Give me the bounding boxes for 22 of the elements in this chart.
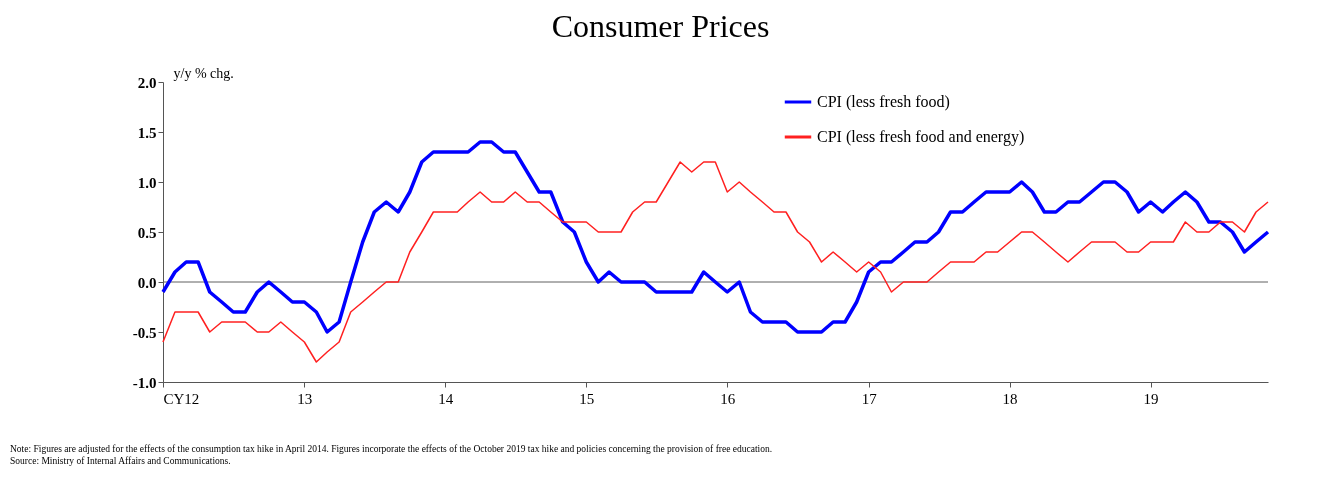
y-axis-title: y/y % chg.	[173, 65, 234, 81]
x-tick-label: 13	[297, 390, 313, 407]
legend-label: CPI (less fresh food and energy)	[817, 128, 1025, 146]
x-tick-label: CY12	[163, 390, 200, 407]
x-tick-label: 15	[579, 390, 595, 407]
y-tick-label: 0.0	[137, 274, 157, 291]
line-series	[162, 161, 1269, 363]
x-tick-label: 18	[1002, 390, 1018, 407]
x-tick-label: 19	[1143, 390, 1159, 407]
x-tick-label: 14	[438, 390, 454, 407]
source-note: Source: Ministry of Internal Affairs and Communications.	[10, 456, 231, 466]
y-tick-label: 1.5	[137, 124, 157, 141]
y-tick-label: -0.5	[132, 324, 157, 341]
y-tick-label: 0.5	[137, 224, 157, 241]
chart-title: Consumer Prices	[551, 8, 770, 44]
legend-label: CPI (less fresh food)	[817, 93, 950, 111]
y-tick-label: 2.0	[137, 74, 157, 91]
x-tick-label: 16	[720, 390, 736, 407]
text: Note: Figures are adjusted for the effects of the consumption tax hike in April 2014. Figures incorporate the effects of the October 2019 tax hike and policies concerning the provision of free education.	[10, 444, 773, 454]
y-tick-label: -1.0	[132, 374, 157, 391]
y-tick-label: 1.0	[137, 174, 157, 191]
x-tick-label: 17	[861, 390, 878, 407]
